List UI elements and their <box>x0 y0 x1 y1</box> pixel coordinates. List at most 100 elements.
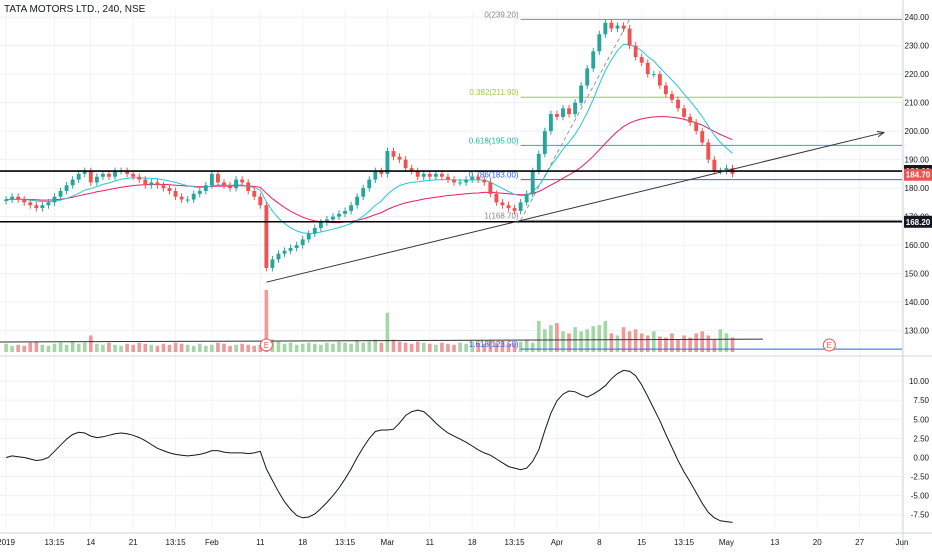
volume-bar <box>446 343 450 352</box>
volume-bar <box>361 342 366 352</box>
osc-tick-label: -2.50 <box>911 473 930 482</box>
candle <box>282 247 287 258</box>
volume-bar <box>694 333 698 352</box>
candle-body <box>343 210 347 214</box>
candle-body <box>40 205 45 209</box>
candle <box>191 190 196 203</box>
volume-bar <box>676 339 680 352</box>
candle-body <box>282 250 287 254</box>
volume-bar <box>379 342 384 352</box>
candle <box>10 193 15 203</box>
volume-bar <box>173 342 178 352</box>
candle-body <box>615 25 620 29</box>
osc-tick-label: 0.00 <box>913 453 929 462</box>
candle-body <box>657 74 662 86</box>
candle-body <box>22 199 27 203</box>
candle-body <box>306 233 311 240</box>
candle-body <box>476 176 481 180</box>
candle-body <box>185 199 190 201</box>
candle-body <box>542 131 547 154</box>
volume-bar <box>149 344 154 352</box>
candle-body <box>567 108 571 115</box>
volume-bar <box>349 343 353 352</box>
candle <box>415 167 420 181</box>
volume-bar <box>58 342 63 352</box>
volume-bar <box>391 339 396 352</box>
candle-body <box>125 171 130 174</box>
osc-tick-label: 2.50 <box>913 434 929 443</box>
volume-bar <box>210 344 214 352</box>
candle-body <box>579 85 584 103</box>
volume-bar <box>258 344 263 352</box>
candle-body <box>433 173 438 177</box>
candle-body <box>397 156 402 160</box>
candle-body <box>331 216 335 220</box>
candle-body <box>240 179 245 183</box>
volume-bar <box>700 331 705 352</box>
candle-body <box>143 179 148 186</box>
candle <box>518 198 523 215</box>
price-tick-label: 200.00 <box>905 127 930 136</box>
candle <box>542 127 547 158</box>
candle <box>373 167 378 183</box>
volume-bar <box>609 333 614 352</box>
candle <box>252 187 257 201</box>
candle-body <box>597 34 602 52</box>
candle-body <box>645 62 650 75</box>
candle-body <box>324 219 329 223</box>
volume-bar <box>167 344 172 352</box>
candle-body <box>663 85 668 95</box>
candle <box>633 42 638 61</box>
candle <box>179 193 184 203</box>
price-tick-label: 130.00 <box>905 327 930 336</box>
candle <box>530 167 535 198</box>
candle <box>82 167 87 178</box>
candle <box>724 164 729 175</box>
volume-bar <box>204 345 208 352</box>
price-tick-label: 240.00 <box>905 13 930 22</box>
candle <box>567 104 571 118</box>
osc-tick-label: 10.00 <box>909 377 930 386</box>
candle-body <box>494 193 499 203</box>
candle <box>676 96 680 112</box>
candle-body <box>627 28 632 46</box>
candle-body <box>258 196 263 206</box>
candle <box>403 156 408 172</box>
volume-bar <box>300 343 305 352</box>
candle <box>476 173 481 183</box>
candle <box>506 201 511 212</box>
volume-bar <box>470 341 475 352</box>
candle <box>621 22 626 32</box>
volume-bar <box>427 343 432 352</box>
candle <box>270 255 275 272</box>
oscillator-axis: 10.00 7.50 5.00 2.50 0.00 -2.50 -5.00 -7.50 <box>909 377 930 520</box>
oscillator-line <box>5 369 733 523</box>
candle-body <box>155 182 160 186</box>
candle <box>385 147 390 178</box>
time-tick-label: 2019 <box>0 538 16 547</box>
fib-level-label: 0(239.20) <box>484 10 519 19</box>
candle-body <box>137 176 142 180</box>
volume-bar <box>482 343 487 352</box>
candle <box>276 250 281 263</box>
volume-bar <box>246 344 251 352</box>
candle-body <box>530 171 535 194</box>
volume-bar <box>688 337 692 352</box>
volume-bar <box>615 335 620 352</box>
osc-tick-label: -7.50 <box>911 511 930 520</box>
candle-body <box>518 202 523 211</box>
volume-bar <box>355 340 359 352</box>
candle-body <box>337 213 341 217</box>
candle <box>28 198 33 209</box>
candle-body <box>252 190 257 197</box>
candle <box>46 198 51 209</box>
volume-bar <box>373 339 378 352</box>
candle-body <box>482 179 487 183</box>
candle-body <box>712 159 717 172</box>
volume-bar <box>137 342 142 352</box>
time-tick-label: 13:15 <box>44 538 65 547</box>
candle <box>288 244 293 255</box>
candle-body <box>639 57 644 63</box>
candle-body <box>512 208 517 211</box>
volume-bar <box>421 342 426 352</box>
